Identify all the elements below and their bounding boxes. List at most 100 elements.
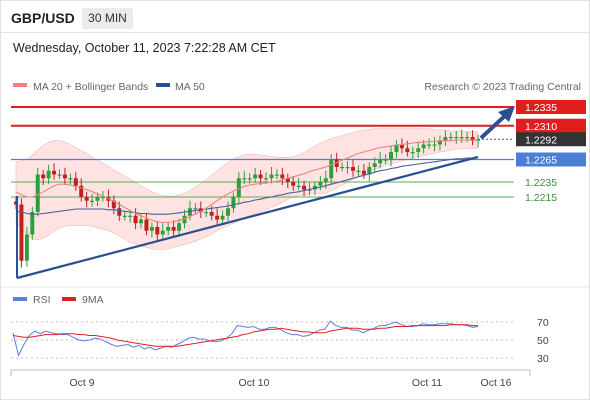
candle-body-9 [62, 174, 67, 179]
candle-body-8 [57, 174, 62, 176]
trendline-support [16, 155, 479, 280]
candle-body-42 [242, 178, 247, 180]
candle-body-62 [350, 167, 355, 171]
forecast-arrow-head [498, 106, 515, 122]
candle-body-68 [383, 159, 388, 161]
candle-body-28 [166, 227, 171, 231]
timeframe-badge[interactable]: 30 MIN [82, 8, 133, 29]
chart-header: GBP/USD 30 MIN [0, 0, 590, 36]
candle-body-56 [318, 182, 323, 186]
candle-body-54 [307, 189, 312, 191]
candle-body-31 [182, 215, 187, 224]
candle-body-6 [46, 170, 51, 179]
rsi-tick-50: 50 [537, 335, 549, 347]
candle-body-11 [73, 178, 78, 186]
candle-body-65 [367, 167, 372, 175]
candle-body-12 [79, 185, 84, 197]
candle-body-82 [459, 137, 464, 139]
resistance-badge-0 [516, 100, 586, 114]
candle-body-26 [155, 227, 160, 235]
candle-body-36 [209, 212, 214, 216]
candle-body-29 [171, 227, 176, 231]
x-tick-oct11: Oct 11 [412, 377, 442, 389]
rsi-ma-line [12, 324, 478, 347]
candle-body-18 [111, 200, 116, 209]
candle-body-23 [139, 219, 144, 224]
candle-body-41 [236, 178, 241, 197]
candle-body-20 [122, 215, 127, 217]
ma50-line [15, 156, 479, 215]
rsi-tick-30: 30 [537, 353, 549, 365]
candle-body-79 [443, 137, 448, 141]
candle-body-75 [421, 144, 426, 149]
candle-body-57 [323, 178, 328, 182]
candle-body-67 [378, 159, 383, 164]
x-tick-oct10: Oct 10 [239, 377, 270, 389]
ma20-legend-label: MA 20 + Bollinger Bands [33, 81, 148, 93]
candles [14, 129, 480, 268]
forecast-arrow-shaft [479, 111, 510, 140]
pivot-label-3: 1.2265 [525, 155, 557, 167]
candle-body-78 [437, 140, 442, 145]
bollinger-bands [15, 127, 479, 250]
candle-body-84 [470, 137, 475, 141]
rsi-lines [12, 320, 479, 357]
candle-body-76 [427, 144, 432, 146]
current-price-badge [516, 132, 586, 147]
candle-body-15 [95, 197, 100, 201]
ma20-line [15, 139, 478, 224]
candle-body-53 [302, 185, 307, 190]
candle-body-66 [372, 163, 377, 167]
candle-body-33 [193, 208, 198, 210]
candle-body-52 [296, 185, 301, 187]
candle-body-7 [52, 170, 57, 175]
candle-body-30 [177, 223, 182, 231]
candle-body-43 [247, 178, 252, 180]
ma50-legend-swatch [156, 83, 170, 87]
candle-body-50 [285, 178, 290, 182]
level-lines [11, 106, 514, 198]
candle-body-80 [448, 137, 453, 139]
candle-body-64 [361, 170, 366, 175]
candle-body-61 [345, 167, 350, 169]
candle-body-1 [19, 204, 24, 261]
rsi-legend-swatch [13, 297, 27, 301]
header-divider [0, 32, 590, 33]
candle-body-83 [465, 137, 470, 139]
x-tick-oct9: Oct 9 [69, 377, 94, 389]
candle-body-77 [432, 144, 437, 146]
candle-body-32 [187, 208, 192, 216]
candle-body-5 [41, 174, 46, 179]
candle-body-60 [340, 167, 345, 169]
x-tick-oct16: Oct 16 [481, 377, 512, 389]
ma50-legend-label: MA 50 [175, 81, 205, 93]
candle-body-16 [100, 197, 105, 199]
candle-body-48 [274, 174, 279, 176]
candle-body-49 [280, 174, 285, 179]
symbol-title: GBP/USD [11, 10, 75, 26]
resistance-label-0: 1.2335 [525, 102, 557, 114]
bollinger-band-area [15, 127, 479, 250]
copyright-text: Research © 2023 Trading Central [424, 81, 581, 93]
candle-body-58 [329, 159, 334, 179]
candle-body-24 [144, 219, 149, 231]
candle-body-37 [215, 215, 220, 220]
rsi-line [12, 320, 479, 357]
resistance-badge-1 [516, 118, 586, 133]
rsi-ma-legend-swatch [62, 297, 76, 301]
candle-body-3 [30, 212, 35, 235]
timestamp: Wednesday, October 11, 2023 7:22:28 AM C… [13, 41, 276, 55]
candle-body-25 [149, 227, 154, 231]
rsi-tick-70: 70 [537, 317, 549, 329]
candle-body-69 [389, 152, 394, 160]
rsi-ma-legend-label: 9MA [82, 294, 104, 306]
candle-body-51 [291, 182, 296, 186]
current-price-label: 1.2292 [525, 134, 557, 146]
candle-body-40 [231, 197, 236, 209]
moving-averages [15, 139, 479, 224]
support-label-5: 1.2215 [525, 192, 557, 204]
candle-body-2 [24, 234, 29, 261]
candle-body-59 [334, 159, 339, 167]
